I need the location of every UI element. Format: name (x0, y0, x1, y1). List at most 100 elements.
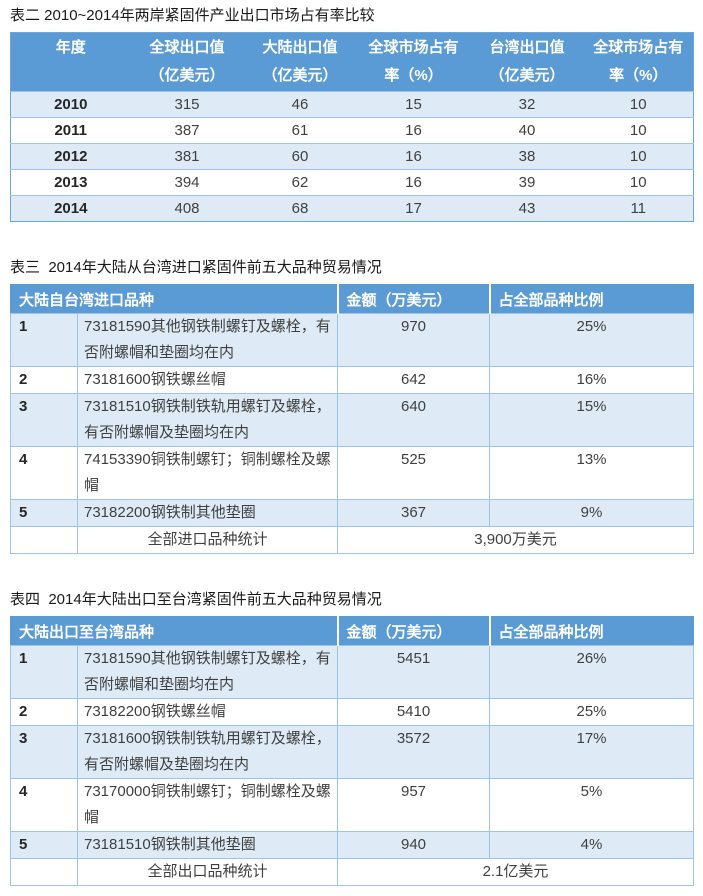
amount-cell: 640 (337, 393, 491, 447)
header-line-2: （亿美元） (489, 67, 565, 84)
rank-cell: 1 (10, 645, 78, 699)
amount-cell: 525 (337, 446, 491, 500)
table4-export-top5: 大陆出口至台湾品种 金额（万美元） 占全部品种比例 1 73181590其他钢铁制… (10, 616, 695, 886)
rank-cell: 5 (10, 831, 78, 859)
table2-header-row: 年度 全球出口值 （亿美元） 大陆出口值 （亿美元） 全球市场占有 率（%） 台湾出口值 （亿美… (10, 32, 694, 92)
value-cell: 60 (243, 143, 357, 170)
column-header-variety: 大陆出口至台湾品种 (10, 616, 338, 646)
value-cell: 10 (583, 117, 694, 144)
amount-cell: 3572 (337, 725, 491, 779)
value-cell: 394 (130, 169, 244, 196)
table2-title: 表二 2010~2014年两岸紧固件产业出口市场占有率比较 (10, 7, 375, 24)
value-cell: 16 (356, 169, 471, 196)
share-cell: 4% (489, 831, 695, 859)
footer-total: 2.1亿美元 (337, 858, 695, 886)
value-cell: 38 (470, 143, 584, 170)
table-row: 2013 394 62 16 39 10 (10, 169, 694, 196)
rank-cell: 3 (10, 393, 78, 447)
header-line-1: 全球出口值 (149, 39, 225, 56)
footer-label: 全部进口品种统计 (76, 526, 339, 554)
table2-body: 2010 315 46 15 32 10 2011 387 61 16 40 10 2012 381 60 1… (10, 91, 694, 222)
table3-footer-row: 全部进口品种统计 3,900万美元 (10, 526, 695, 554)
share-cell: 15% (489, 393, 695, 447)
column-header-share: 占全部品种比例 (488, 616, 694, 646)
variety-cell: 73182200钢铁制其他垫圈 (76, 499, 339, 527)
value-cell: 387 (130, 117, 244, 144)
share-cell: 26% (489, 645, 695, 699)
rank-cell: 4 (10, 778, 78, 832)
table4-title: 表四 2014年大陆出口至台湾紧固件前五大品种贸易情况 (10, 591, 382, 608)
amount-cell: 367 (337, 499, 491, 527)
amount-cell: 940 (337, 831, 491, 859)
header-line-2: （亿美元） (149, 67, 225, 84)
value-cell: 10 (583, 169, 694, 196)
table3-header: 大陆自台湾进口品种 金额（万美元） 占全部品种比例 (10, 284, 694, 314)
table3-import-top5: 大陆自台湾进口品种 金额（万美元） 占全部品种比例 1 73181590其他钢铁制… (10, 284, 695, 554)
value-cell: 10 (583, 143, 694, 170)
table-row: 4 73170000铜铁制螺钉；铜制螺栓及螺帽 957 5% (10, 778, 695, 832)
table2-header-cell: 台湾出口值 （亿美元） (470, 32, 584, 92)
value-cell: 16 (356, 117, 471, 144)
header-line-1: 全球市场占有 (368, 39, 459, 56)
table3-body: 1 73181590其他钢铁制螺钉及螺栓，有否附螺帽和垫圈均在内 970 25% 2 73… (10, 313, 695, 527)
rank-cell: 2 (10, 698, 78, 726)
header-line-1: 大陆出口值 (262, 39, 338, 56)
value-cell: 315 (130, 91, 244, 118)
header-line-2: 率（%） (384, 67, 443, 84)
table-row: 2011 387 61 16 40 10 (10, 117, 694, 144)
table4-footer-row: 全部出口品种统计 2.1亿美元 (10, 858, 695, 886)
value-cell: 39 (470, 169, 584, 196)
rank-cell: 3 (10, 725, 78, 779)
value-cell: 40 (470, 117, 584, 144)
share-cell: 17% (489, 725, 695, 779)
header-line-1: 台湾出口值 (489, 39, 565, 56)
footer-total: 3,900万美元 (337, 526, 695, 554)
table3-footer: 全部进口品种统计 3,900万美元 (10, 526, 695, 554)
value-cell: 62 (243, 169, 357, 196)
value-cell: 68 (243, 195, 357, 222)
rank-cell: 2 (10, 366, 78, 394)
footer-empty-cell (10, 858, 78, 886)
table-row: 5 73182200钢铁制其他垫圈 367 9% (10, 499, 695, 527)
share-cell: 25% (489, 698, 695, 726)
table-row: 1 73181590其他钢铁制螺钉及螺栓，有否附螺帽和垫圈均在内 970 25% (10, 313, 695, 367)
table2-header-cell: 全球市场占有 率（%） (356, 32, 471, 92)
share-cell: 16% (489, 366, 695, 394)
amount-cell: 970 (337, 313, 491, 367)
variety-cell: 73181510钢铁制其他垫圈 (76, 831, 339, 859)
variety-cell: 73181600钢铁制铁轨用螺钉及螺栓，有否附螺帽及垫圈均在内 (76, 725, 339, 779)
variety-cell: 74153390铜铁制螺钉；铜制螺栓及螺帽 (76, 446, 339, 500)
value-cell: 17 (356, 195, 471, 222)
rank-cell: 1 (10, 313, 78, 367)
header-line-1: 全球市场占有 (593, 39, 684, 56)
table-row: 5 73181510钢铁制其他垫圈 940 4% (10, 831, 695, 859)
column-header-amount: 金额（万美元） (336, 616, 490, 646)
amount-cell: 642 (337, 366, 491, 394)
column-header-amount: 金额（万美元） (336, 284, 490, 314)
table-row: 1 73181590其他钢铁制螺钉及螺栓，有否附螺帽和垫圈均在内 5451 26% (10, 645, 695, 699)
table-row: 2 73182200钢铁螺丝帽 5410 25% (10, 698, 695, 726)
table2-header-cell: 年度 (10, 32, 131, 92)
table3-section: 表三 2014年大陆从台湾进口紧固件前五大品种贸易情况 大陆自台湾进口品种 金额… (10, 258, 695, 554)
table3-header-row: 大陆自台湾进口品种 金额（万美元） 占全部品种比例 (10, 284, 694, 314)
table-row: 2 73181600钢铁螺丝帽 642 16% (10, 366, 695, 394)
column-header-variety: 大陆自台湾进口品种 (10, 284, 338, 314)
table-row: 2014 408 68 17 43 11 (10, 195, 694, 222)
variety-cell: 73181600钢铁螺丝帽 (76, 366, 339, 394)
share-cell: 5% (489, 778, 695, 832)
value-cell: 408 (130, 195, 244, 222)
header-line-1: 年度 (55, 39, 86, 56)
table-row: 3 73181600钢铁制铁轨用螺钉及螺栓，有否附螺帽及垫圈均在内 3572 17% (10, 725, 695, 779)
value-cell: 43 (470, 195, 584, 222)
table3-title: 表三 2014年大陆从台湾进口紧固件前五大品种贸易情况 (10, 259, 382, 276)
table-row: 2010 315 46 15 32 10 (10, 91, 694, 118)
table4-footer: 全部出口品种统计 2.1亿美元 (10, 858, 695, 886)
column-header-share: 占全部品种比例 (488, 284, 694, 314)
share-cell: 13% (489, 446, 695, 500)
header-line-2: （亿美元） (262, 67, 338, 84)
share-cell: 9% (489, 499, 695, 527)
table4-body: 1 73181590其他钢铁制螺钉及螺栓，有否附螺帽和垫圈均在内 5451 26% 2 7… (10, 645, 695, 859)
variety-cell: 73182200钢铁螺丝帽 (76, 698, 339, 726)
footer-empty-cell (10, 526, 78, 554)
variety-cell: 73181590其他钢铁制螺钉及螺栓，有否附螺帽和垫圈均在内 (76, 645, 339, 699)
